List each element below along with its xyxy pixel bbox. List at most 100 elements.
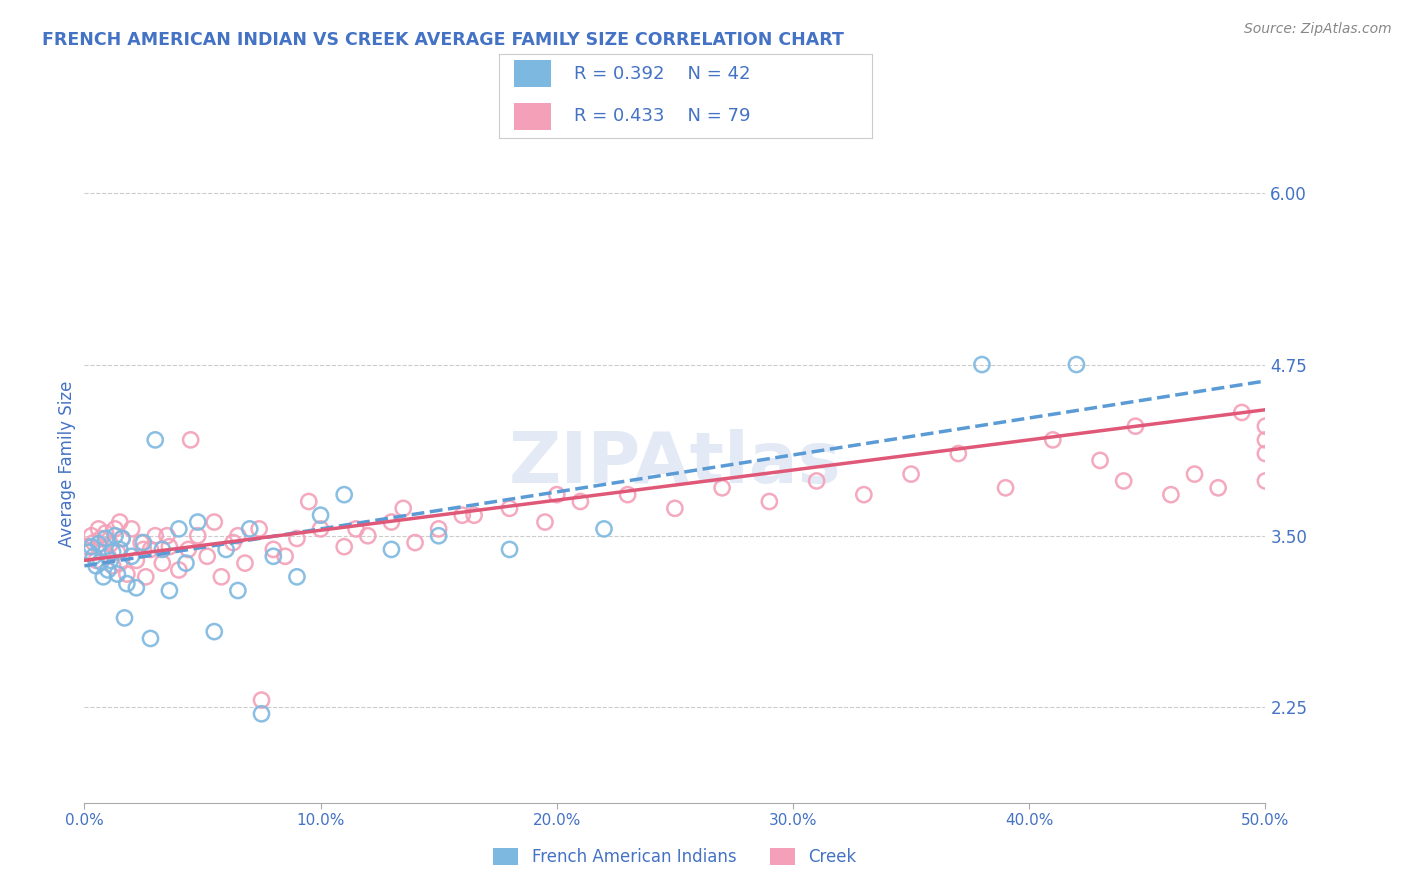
Point xyxy=(202,624,225,639)
Point xyxy=(87,522,110,536)
Point xyxy=(115,567,138,582)
Point xyxy=(333,540,356,554)
Point xyxy=(1254,474,1277,488)
Point xyxy=(215,542,238,557)
Point xyxy=(357,529,380,543)
Point xyxy=(115,576,138,591)
Point xyxy=(1112,474,1135,488)
Point xyxy=(139,542,162,557)
Text: R = 0.433    N = 79: R = 0.433 N = 79 xyxy=(574,107,751,125)
Point xyxy=(1230,405,1253,419)
Point xyxy=(285,570,308,584)
Point xyxy=(143,433,166,447)
Point xyxy=(121,522,143,536)
Point xyxy=(157,583,180,598)
Point xyxy=(285,532,308,546)
Point xyxy=(262,549,284,564)
Point xyxy=(167,522,190,536)
Point xyxy=(150,542,173,557)
Point xyxy=(157,540,180,554)
Point xyxy=(135,570,157,584)
Point xyxy=(1254,433,1277,447)
Point xyxy=(427,522,450,536)
Point xyxy=(132,535,155,549)
Point xyxy=(1254,419,1277,434)
Point xyxy=(125,553,148,567)
Point xyxy=(180,433,202,447)
Point xyxy=(1125,419,1147,434)
Point xyxy=(187,515,209,529)
Point xyxy=(87,537,110,551)
Point xyxy=(226,583,249,598)
Y-axis label: Average Family Size: Average Family Size xyxy=(58,381,76,547)
Point xyxy=(80,529,103,543)
Point xyxy=(250,693,273,707)
Point xyxy=(427,529,450,543)
Point xyxy=(83,549,105,564)
Point xyxy=(111,532,134,546)
Point xyxy=(948,446,970,460)
Point xyxy=(174,556,197,570)
Point xyxy=(97,549,120,564)
Point xyxy=(758,494,780,508)
Point xyxy=(91,542,114,557)
Bar xyxy=(515,61,551,87)
Point xyxy=(143,529,166,543)
Point xyxy=(239,522,262,536)
Point xyxy=(900,467,922,482)
Point xyxy=(222,535,245,549)
Point xyxy=(233,556,256,570)
Point xyxy=(139,632,162,646)
Point xyxy=(84,558,107,573)
Point xyxy=(98,537,121,551)
Point xyxy=(404,535,426,549)
Point xyxy=(333,488,356,502)
Point xyxy=(569,494,592,508)
Point xyxy=(83,535,105,549)
Point xyxy=(167,563,190,577)
Bar xyxy=(515,103,551,130)
Point xyxy=(309,508,332,523)
Point xyxy=(156,529,179,543)
Point xyxy=(309,522,332,536)
Point xyxy=(77,545,100,559)
Point xyxy=(121,549,143,564)
Point xyxy=(177,542,200,557)
Point xyxy=(534,515,557,529)
Point xyxy=(125,581,148,595)
Point xyxy=(298,494,321,508)
Point xyxy=(90,555,112,569)
Point xyxy=(806,474,828,488)
Point xyxy=(380,515,402,529)
Point xyxy=(111,532,134,546)
Text: Source: ZipAtlas.com: Source: ZipAtlas.com xyxy=(1244,22,1392,37)
Point xyxy=(104,522,127,536)
Point xyxy=(108,515,131,529)
Point xyxy=(195,549,218,564)
Point xyxy=(107,545,129,559)
Point xyxy=(392,501,415,516)
Point xyxy=(1088,453,1111,467)
Point xyxy=(209,570,232,584)
Point xyxy=(94,532,117,546)
Point xyxy=(1206,481,1229,495)
Point xyxy=(98,553,121,567)
Point xyxy=(451,508,474,523)
Point xyxy=(247,522,270,536)
Point xyxy=(97,563,120,577)
Point xyxy=(107,567,129,582)
Point xyxy=(664,501,686,516)
Point xyxy=(616,488,638,502)
Point xyxy=(187,529,209,543)
Point xyxy=(101,558,124,573)
Point xyxy=(970,358,993,372)
Point xyxy=(108,542,131,557)
Point xyxy=(114,611,136,625)
Point xyxy=(593,522,616,536)
Point xyxy=(546,488,568,502)
Point xyxy=(202,515,225,529)
Point xyxy=(1042,433,1064,447)
Point xyxy=(76,540,98,554)
Point xyxy=(91,570,114,584)
Point xyxy=(711,481,734,495)
